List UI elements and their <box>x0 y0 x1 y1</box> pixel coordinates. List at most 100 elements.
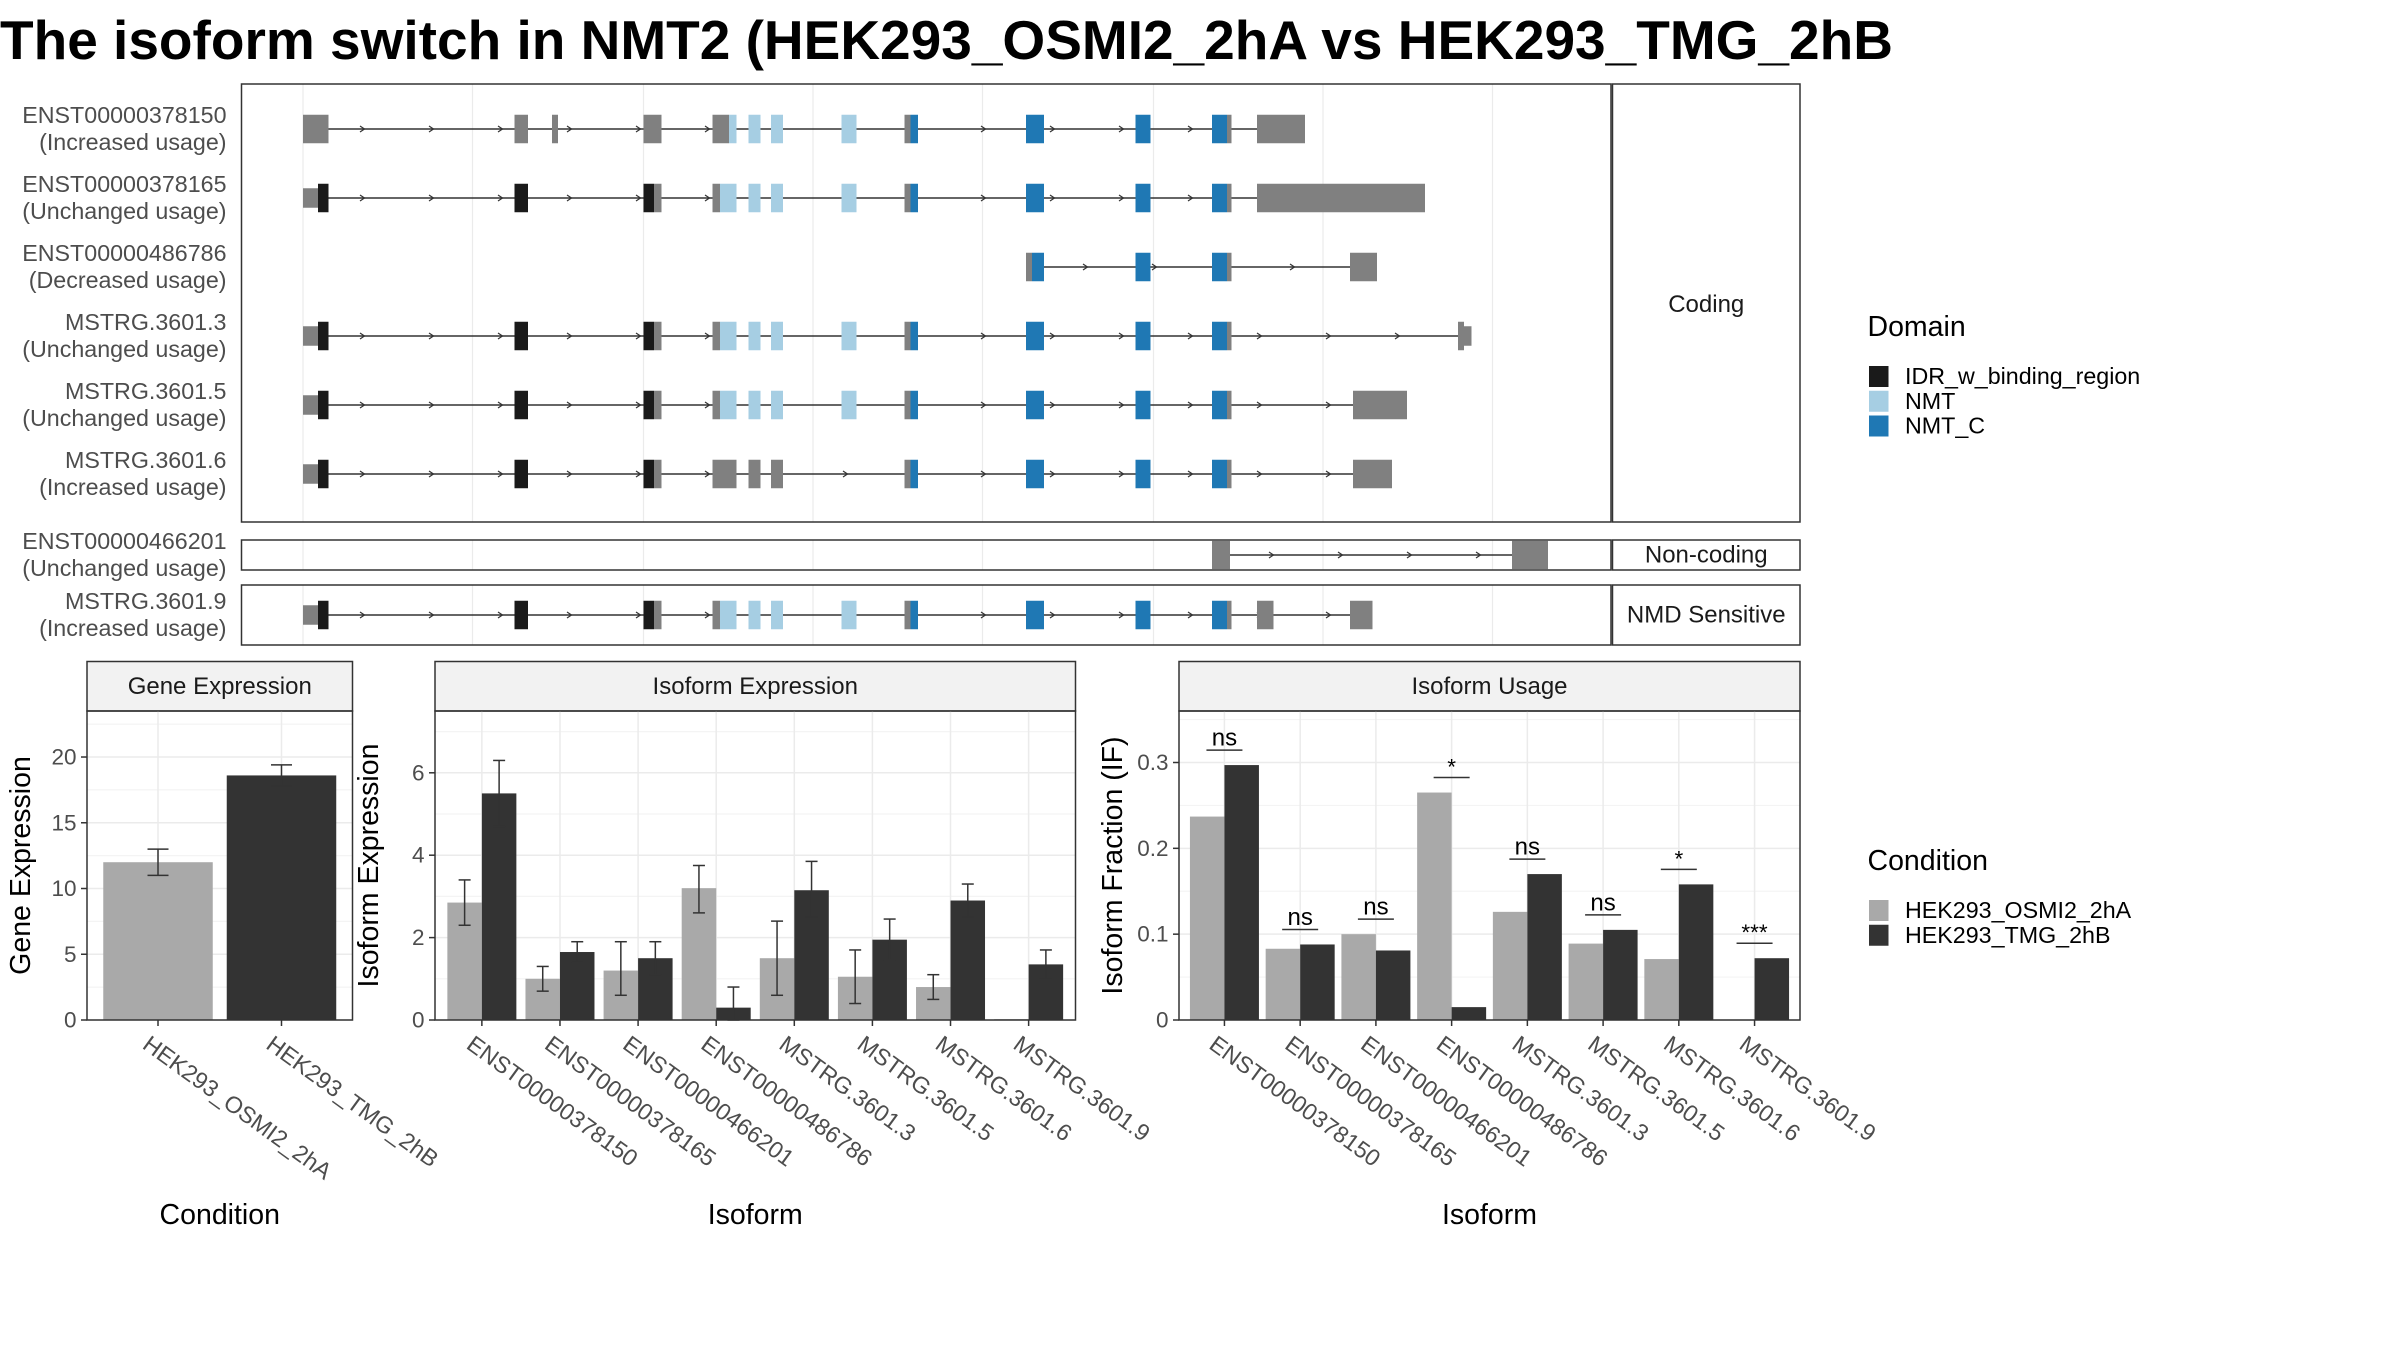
exon-block <box>1464 326 1472 346</box>
strand-arrow <box>359 125 366 133</box>
chart-title-strip <box>1178 660 1801 712</box>
significance-label: * <box>1674 846 1683 871</box>
legend-label: NMT <box>1905 388 1955 414</box>
legend-swatch <box>1869 924 1889 946</box>
strand-arrow <box>1187 401 1194 409</box>
strand-arrow <box>497 401 504 409</box>
exon-block <box>1350 252 1377 282</box>
structure-panel-frame <box>240 539 1612 571</box>
exon-block <box>654 321 662 351</box>
isoform-structure-panel: Coding Non-coding NMD Sensitive ENST0000037… <box>22 83 1801 646</box>
exon-block <box>712 459 737 489</box>
x-tick-label: MSTRG.3601.5 <box>1583 1030 1729 1146</box>
exon-block <box>720 390 737 420</box>
strand-arrow <box>1049 332 1056 340</box>
chart-frame <box>434 710 1077 1021</box>
chart-scaled-group: Isoform Usage00.10.20.3ENST00000378150EN… <box>1097 660 1881 1231</box>
exon-block <box>654 390 662 420</box>
chart-title: Isoform Expression <box>653 673 858 700</box>
exon-block <box>1257 114 1305 144</box>
structure-strip <box>1611 83 1801 523</box>
y-tick-label: 0.3 <box>1137 750 1168 775</box>
exon-block <box>771 600 783 630</box>
strand-arrow <box>1187 194 1194 202</box>
chart-frame <box>1178 710 1801 1021</box>
exon-block <box>643 459 654 489</box>
strand-arrow <box>1325 470 1332 478</box>
exon-block <box>712 183 720 213</box>
strand-arrow <box>704 611 711 619</box>
strand-arrow <box>1049 194 1056 202</box>
y-tick-label: 4 <box>412 843 425 868</box>
isoform-id: MSTRG.3601.9 <box>65 588 227 614</box>
strand-arrow <box>359 194 366 202</box>
strand-arrow <box>1049 611 1056 619</box>
structure-scaled-group: Coding Non-coding NMD Sensitive ENST0000037… <box>22 83 1801 646</box>
exon-block <box>712 390 720 420</box>
strand-arrow <box>428 401 435 409</box>
figure-title: The isoform switch in NMT2 (HEK293_OSMI2… <box>0 9 1893 71</box>
exon-block <box>904 183 911 213</box>
isoform-row-label: MSTRG.3601.6 (Increased usage) <box>39 447 226 500</box>
exon-block <box>318 600 329 630</box>
isoform-expression-chart: Isoform Expression0246ENST00000378150ENS… <box>353 660 1155 1231</box>
exon-block <box>904 459 911 489</box>
bar-osmi2-ENST00000466201 <box>1341 934 1376 1020</box>
exon-block <box>712 600 720 630</box>
strand-arrow <box>566 194 573 202</box>
bar-osmi2-MSTRG.3601.6 <box>1644 959 1679 1020</box>
strand-arrow <box>428 125 435 133</box>
chart-title-strip <box>86 660 354 712</box>
exon-block <box>720 183 737 213</box>
strand-arrow <box>497 125 504 133</box>
exon-block <box>1135 321 1151 351</box>
exon-block <box>1212 252 1227 282</box>
exon-block <box>748 114 761 144</box>
exon-block <box>1512 540 1548 570</box>
strand-arrow <box>1337 551 1344 559</box>
strand-arrow <box>980 332 987 340</box>
exon-block <box>712 114 729 144</box>
strand-arrow <box>428 332 435 340</box>
exon-block <box>1135 390 1151 420</box>
exon-block <box>720 600 737 630</box>
exon-block <box>904 600 911 630</box>
strand-arrow <box>635 332 642 340</box>
exon-block <box>1257 600 1274 630</box>
strand-arrow <box>359 332 366 340</box>
exon-block <box>643 321 654 351</box>
exon-block <box>1212 114 1227 144</box>
exon-block <box>1227 252 1232 282</box>
structure-panel-frame <box>240 584 1612 646</box>
isoform-usage: (Unchanged usage) <box>22 405 226 431</box>
bar-tmg-MSTRG.3601.9 <box>1754 958 1790 1020</box>
isoform-usage: (Decreased usage) <box>29 267 227 293</box>
exon-block <box>1227 321 1232 351</box>
exon-block <box>771 459 783 489</box>
exon-block <box>1026 600 1044 630</box>
strand-arrow <box>980 470 987 478</box>
legend-title: Domain <box>1868 311 1966 343</box>
bar-tmg-MSTRG.3601.5 <box>1603 929 1638 1020</box>
isoform-id: ENST00000466201 <box>22 528 226 554</box>
exon-block <box>1135 600 1151 630</box>
exon-block <box>303 464 318 484</box>
significance-label: ns <box>1590 889 1615 916</box>
exon-block <box>1212 390 1227 420</box>
exon-block <box>514 183 528 213</box>
exon-block <box>1227 114 1232 144</box>
legend-swatch <box>1869 415 1889 437</box>
isoform-id: MSTRG.3601.3 <box>65 309 227 335</box>
bar-tmg-ENST00000378165 <box>1300 944 1335 1020</box>
strand-arrow <box>1256 332 1263 340</box>
exon-block <box>748 459 761 489</box>
legend-label: HEK293_TMG_2hB <box>1905 922 2110 948</box>
exon-block <box>1135 183 1151 213</box>
strand-arrow <box>1118 401 1125 409</box>
exon-block <box>1212 540 1230 570</box>
exon-block <box>1353 390 1407 420</box>
exon-block <box>1212 321 1227 351</box>
exon-block <box>514 390 528 420</box>
structure-strip-label: Non-coding <box>1645 542 1768 569</box>
